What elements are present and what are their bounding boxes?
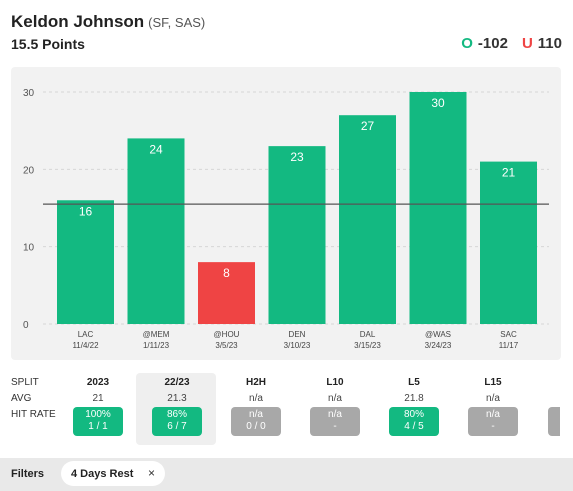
hit-rate-fraction: -: [491, 421, 495, 432]
bar-sac[interactable]: [480, 161, 537, 324]
y-tick-label: 30: [23, 88, 35, 99]
split-avg-4: 21.8: [404, 393, 424, 404]
hit-rate-percent: 80%: [403, 409, 424, 420]
x-tick-date: 3/24/23: [425, 341, 452, 350]
bar-value-label: 30: [431, 96, 445, 110]
row-label-split: SPLIT: [11, 377, 39, 388]
row-label-avg: AVG: [11, 393, 32, 404]
game-log-chart: 0 10 20 30 16 LAC 11/4/22 24 @MEM 1/11/23 8 @HOU 3/5…: [11, 67, 561, 360]
hit-rate-fraction: 4 / 5: [404, 421, 424, 432]
split-avg-1: 21.3: [167, 393, 187, 404]
x-tick-opponent: @WAS: [425, 330, 451, 339]
y-tick-label: 20: [23, 165, 35, 176]
x-tick-opponent: LAC: [78, 330, 94, 339]
hit-rate-percent: n/a: [249, 409, 263, 420]
over-label: O: [461, 35, 473, 52]
split-tab-1[interactable]: 22/23: [164, 377, 190, 388]
hit-rate-pill-3[interactable]: n/a -: [310, 407, 360, 436]
split-tab-4[interactable]: L5: [408, 377, 420, 388]
split-tab-3[interactable]: L10: [326, 377, 344, 388]
x-tick-opponent: DEN: [289, 330, 306, 339]
under-label: U: [521, 35, 533, 52]
bar-lac[interactable]: [57, 200, 114, 324]
hit-rate-pill-5[interactable]: n/a -: [468, 407, 518, 436]
prop-line: 15.5 Points: [11, 36, 85, 52]
prop-header: Keldon Johnson (SF, SAS) 15.5 Points O -10…: [11, 12, 563, 56]
x-tick-date: 3/5/23: [215, 341, 238, 350]
x-tick-opponent: @MEM: [143, 330, 170, 339]
split-tab-2[interactable]: H2H: [245, 377, 266, 388]
bar-value-label: 8: [223, 266, 230, 280]
hit-rate-fraction: 6 / 7: [167, 421, 187, 432]
odds-display: O -102 U 110: [461, 35, 562, 52]
bar-at-was[interactable]: [409, 92, 467, 324]
x-tick-date: 11/17: [499, 341, 519, 350]
close-icon[interactable]: ×: [148, 466, 156, 480]
bar-at-mem[interactable]: [127, 138, 185, 324]
hit-rate-percent: 86%: [166, 409, 187, 420]
split-tab-5[interactable]: L15: [484, 377, 502, 388]
x-tick-date: 11/4/22: [72, 341, 99, 350]
x-tick-date: 3/15/23: [354, 341, 381, 350]
split-avg-2: n/a: [249, 393, 263, 404]
splits-table: SPLIT AVG HIT RATE 2023 21 100% 1 / 1 22/23 2…: [0, 371, 573, 451]
under-odds: 110: [537, 35, 562, 52]
x-tick-opponent: SAC: [500, 330, 517, 339]
hit-rate-pill-1[interactable]: 86% 6 / 7: [152, 407, 202, 436]
x-tick-opponent: @HOU: [214, 330, 240, 339]
player-name-text: Keldon Johnson: [11, 12, 145, 31]
x-tick-opponent: DAL: [360, 330, 376, 339]
y-tick-label: 0: [23, 320, 29, 331]
hit-rate-fraction: 0 / 0: [246, 421, 266, 432]
filter-chip-4-days-rest[interactable]: 4 Days Rest ×: [61, 461, 165, 486]
split-avg-3: n/a: [328, 393, 342, 404]
hit-rate-fraction: 1 / 1: [88, 421, 108, 432]
split-pill-overflow[interactable]: [548, 407, 560, 436]
filters-label: Filters: [11, 468, 45, 480]
hit-rate-pill-4[interactable]: 80% 4 / 5: [389, 407, 439, 436]
filter-chip-label: 4 Days Rest: [71, 468, 134, 480]
hit-rate-percent: n/a: [328, 409, 342, 420]
filters-bar: Filters 4 Days Rest ×: [0, 458, 573, 491]
hit-rate-pill-0[interactable]: 100% 1 / 1: [73, 407, 123, 436]
split-avg-5: n/a: [486, 393, 500, 404]
hit-rate-percent: n/a: [486, 409, 500, 420]
row-label-hit-rate: HIT RATE: [11, 409, 56, 420]
bar-den[interactable]: [268, 146, 326, 324]
bar-value-label: 27: [361, 119, 375, 133]
player-name: Keldon Johnson (SF, SAS): [11, 12, 205, 32]
hit-rate-pill-2[interactable]: n/a 0 / 0: [231, 407, 281, 436]
split-tab-0[interactable]: 2023: [86, 377, 110, 388]
x-tick-date: 1/11/23: [143, 341, 170, 350]
x-tick-date: 3/10/23: [284, 341, 311, 350]
y-tick-label: 10: [23, 243, 35, 254]
bar-value-label: 24: [149, 142, 163, 156]
bar-value-label: 16: [79, 204, 93, 218]
over-odds: -102: [477, 35, 508, 52]
player-team: (SF, SAS): [148, 15, 206, 30]
bar-value-label: 21: [502, 166, 516, 180]
split-avg-0: 21: [92, 393, 104, 404]
bar-value-label: 23: [290, 150, 304, 164]
hit-rate-percent: 100%: [85, 409, 111, 420]
hit-rate-fraction: -: [333, 421, 337, 432]
bar-chart-svg: 0 10 20 30 16 LAC 11/4/22 24 @MEM 1/11/23 8 @HOU 3/5…: [23, 88, 549, 350]
bar-at-hou[interactable]: [198, 262, 255, 324]
bar-dal[interactable]: [339, 115, 396, 324]
